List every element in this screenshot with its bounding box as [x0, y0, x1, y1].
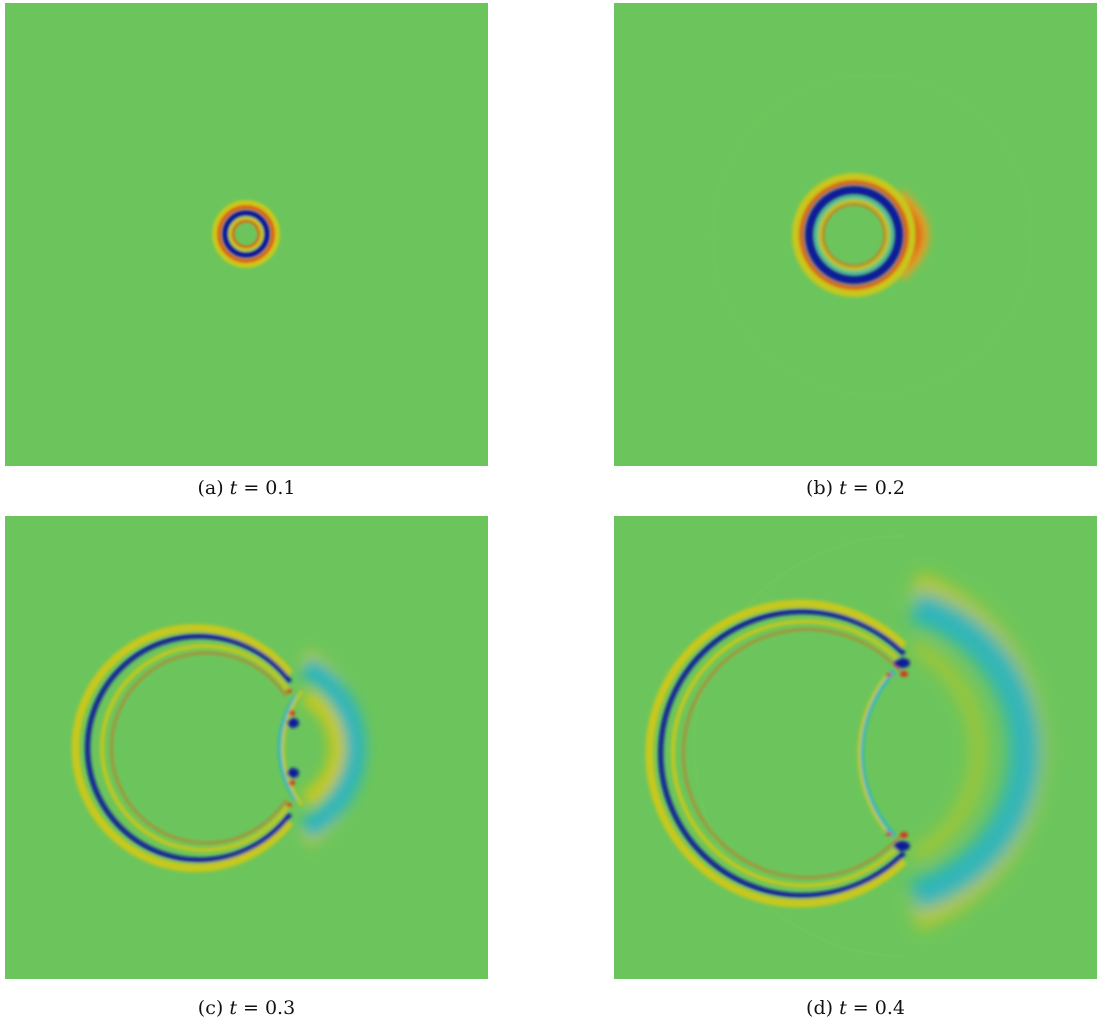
wave-field-d: [645, 534, 1046, 958]
caption-d-var: t: [839, 997, 847, 1019]
wave-field-panel-d: [614, 516, 1097, 979]
caption-b-value: = 0.2: [852, 477, 905, 499]
caption-b-label: (b): [806, 477, 834, 499]
wave-field-panel-c: [5, 516, 488, 979]
caption-a-label: (a): [197, 477, 224, 499]
caption-d: (d) t = 0.4: [614, 997, 1097, 1019]
caption-c-value: = 0.3: [243, 997, 296, 1019]
wave-field-c: [71, 624, 367, 872]
caption-b-var: t: [839, 477, 847, 499]
caption-a-var: t: [229, 477, 238, 499]
wave-field-b: [710, 73, 1034, 397]
caption-d-value: = 0.4: [852, 997, 905, 1019]
caption-d-label: (d): [806, 997, 834, 1019]
caption-a: (a) t = 0.1: [5, 477, 488, 499]
caption-c-label: (c): [197, 997, 224, 1019]
wave-field-panel-b: [614, 3, 1097, 466]
wave-field-panel-a: [5, 3, 488, 466]
caption-c-var: t: [229, 997, 237, 1019]
wave-field-a: [212, 200, 280, 268]
caption-b: (b) t = 0.2: [614, 477, 1097, 499]
caption-a-value: = 0.1: [243, 477, 296, 499]
caption-c: (c) t = 0.3: [5, 997, 488, 1019]
